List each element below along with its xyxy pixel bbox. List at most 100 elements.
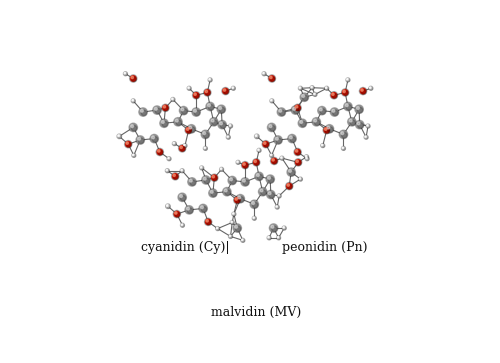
Circle shape — [181, 108, 184, 111]
Circle shape — [293, 107, 296, 110]
Circle shape — [180, 195, 182, 197]
Circle shape — [278, 195, 280, 196]
Circle shape — [242, 179, 246, 182]
Circle shape — [230, 179, 236, 184]
Circle shape — [294, 159, 302, 166]
Circle shape — [314, 120, 320, 126]
Circle shape — [288, 134, 296, 143]
Circle shape — [202, 176, 210, 184]
Circle shape — [269, 192, 274, 198]
Circle shape — [230, 178, 232, 181]
Circle shape — [296, 161, 302, 166]
Circle shape — [132, 154, 134, 155]
Circle shape — [330, 108, 338, 116]
Circle shape — [294, 108, 299, 114]
Circle shape — [232, 213, 234, 214]
Circle shape — [186, 127, 192, 134]
Circle shape — [226, 135, 230, 139]
Circle shape — [270, 154, 274, 157]
Circle shape — [211, 174, 218, 181]
Circle shape — [320, 109, 326, 114]
Circle shape — [322, 144, 323, 146]
Circle shape — [258, 187, 267, 196]
Circle shape — [130, 123, 137, 131]
Circle shape — [194, 109, 196, 112]
Circle shape — [277, 108, 285, 116]
Circle shape — [222, 87, 229, 95]
Circle shape — [242, 162, 248, 169]
Circle shape — [318, 107, 326, 115]
Circle shape — [294, 149, 301, 155]
Circle shape — [286, 183, 293, 190]
Circle shape — [295, 159, 302, 166]
Circle shape — [356, 121, 364, 129]
Circle shape — [203, 132, 205, 135]
Circle shape — [348, 118, 356, 126]
Circle shape — [220, 167, 224, 171]
Circle shape — [289, 170, 295, 176]
Circle shape — [200, 166, 203, 170]
Circle shape — [202, 176, 210, 184]
Circle shape — [162, 121, 164, 123]
Circle shape — [139, 108, 147, 116]
Circle shape — [281, 157, 283, 160]
Circle shape — [280, 156, 284, 160]
Circle shape — [298, 86, 302, 90]
Circle shape — [204, 89, 211, 96]
Circle shape — [299, 178, 300, 179]
Circle shape — [268, 75, 276, 82]
Circle shape — [166, 170, 168, 171]
Circle shape — [252, 216, 256, 220]
Circle shape — [188, 86, 191, 90]
Circle shape — [192, 108, 200, 116]
Circle shape — [283, 227, 284, 228]
Circle shape — [325, 86, 328, 90]
Circle shape — [180, 169, 184, 172]
Circle shape — [281, 157, 282, 158]
Circle shape — [174, 143, 176, 145]
Circle shape — [330, 91, 338, 99]
Circle shape — [190, 179, 192, 182]
Circle shape — [190, 127, 195, 132]
Circle shape — [347, 79, 350, 82]
Circle shape — [154, 107, 158, 110]
Circle shape — [278, 108, 285, 116]
Circle shape — [125, 141, 132, 147]
Circle shape — [242, 239, 243, 240]
Circle shape — [194, 93, 196, 95]
Circle shape — [268, 123, 276, 132]
Circle shape — [369, 86, 373, 90]
Circle shape — [180, 146, 182, 148]
Circle shape — [327, 126, 330, 129]
Circle shape — [258, 149, 259, 150]
Circle shape — [244, 163, 248, 168]
Circle shape — [268, 192, 271, 195]
Circle shape — [188, 87, 191, 90]
Circle shape — [268, 236, 271, 240]
Circle shape — [186, 206, 193, 214]
Circle shape — [183, 144, 187, 147]
Circle shape — [294, 104, 301, 111]
Circle shape — [166, 170, 169, 172]
Circle shape — [300, 87, 302, 90]
Circle shape — [153, 106, 161, 114]
Circle shape — [228, 177, 236, 184]
Circle shape — [314, 119, 316, 122]
Circle shape — [184, 144, 185, 146]
Circle shape — [216, 227, 220, 231]
Circle shape — [228, 234, 232, 238]
Circle shape — [124, 140, 132, 148]
Circle shape — [321, 144, 324, 147]
Circle shape — [241, 238, 245, 242]
Circle shape — [342, 132, 347, 138]
Circle shape — [266, 175, 274, 183]
Circle shape — [326, 125, 334, 133]
Circle shape — [306, 158, 307, 159]
Circle shape — [132, 154, 136, 157]
Circle shape — [254, 134, 259, 138]
Circle shape — [167, 157, 171, 161]
Circle shape — [260, 189, 263, 192]
Circle shape — [220, 123, 226, 128]
Circle shape — [180, 107, 188, 115]
Circle shape — [255, 172, 264, 180]
